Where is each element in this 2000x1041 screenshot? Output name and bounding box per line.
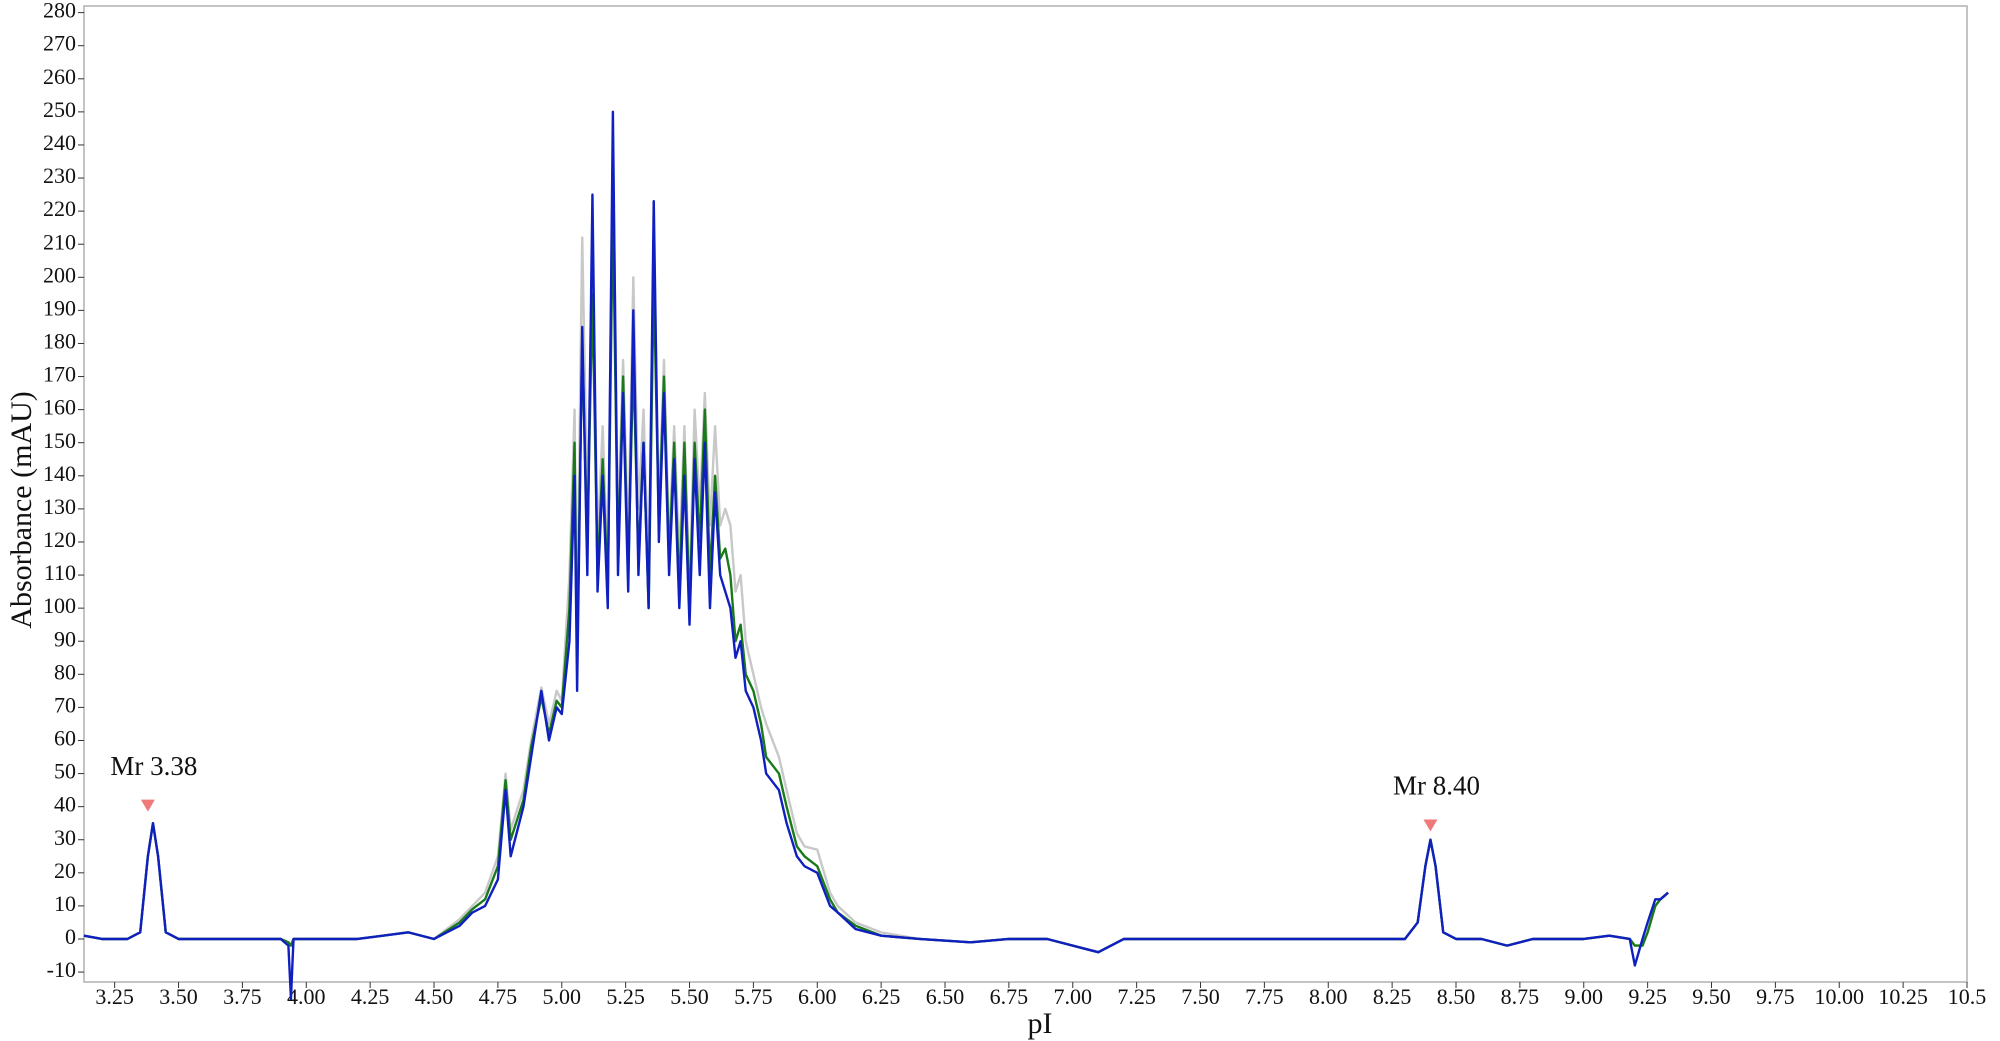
annotation-marker xyxy=(140,799,155,812)
y-tick-label: -10 xyxy=(47,957,76,982)
x-tick-label: 8.50 xyxy=(1437,984,1476,1009)
x-tick-label: 9.50 xyxy=(1692,984,1731,1009)
x-tick-label: 9.75 xyxy=(1756,984,1795,1009)
y-tick-label: 120 xyxy=(43,527,76,552)
y-tick-label: 20 xyxy=(54,858,76,883)
y-tick-label: 250 xyxy=(43,97,76,122)
y-tick-label: 30 xyxy=(54,825,76,850)
y-tick-label: 50 xyxy=(54,759,76,784)
x-tick-label: 7.75 xyxy=(1245,984,1284,1009)
x-tick-label: 6.25 xyxy=(862,984,901,1009)
x-axis-title: pI xyxy=(1028,1007,1053,1040)
x-tick-label: 3.75 xyxy=(223,984,262,1009)
y-tick-label: 110 xyxy=(44,560,76,585)
y-tick-label: 170 xyxy=(43,362,76,387)
y-tick-label: 180 xyxy=(43,329,76,354)
y-tick-label: 70 xyxy=(54,692,76,717)
x-tick-label: 9.25 xyxy=(1628,984,1667,1009)
y-tick-label: 240 xyxy=(43,130,76,155)
y-tick-label: 270 xyxy=(43,31,76,56)
x-tick-label: 7.25 xyxy=(1117,984,1156,1009)
annotation-label: Mr 3.38 xyxy=(110,751,197,781)
x-tick-label: 3.50 xyxy=(159,984,198,1009)
x-tick-label: 10.5 xyxy=(1948,984,1987,1009)
y-tick-label: 260 xyxy=(43,64,76,89)
plot-frame xyxy=(83,5,1968,983)
x-tick-label: 3.25 xyxy=(95,984,134,1009)
y-tick-label: 100 xyxy=(43,593,76,618)
x-tick-label: 4.75 xyxy=(479,984,518,1009)
y-tick-label: 160 xyxy=(43,395,76,420)
y-tick-label: 40 xyxy=(54,792,76,817)
y-tick-label: 150 xyxy=(43,428,76,453)
y-tick-label: 90 xyxy=(54,626,76,651)
x-tick-label: 5.50 xyxy=(670,984,709,1009)
y-tick-label: 10 xyxy=(54,891,76,916)
y-tick-label: 230 xyxy=(43,163,76,188)
y-tick-label: 220 xyxy=(43,196,76,221)
x-tick-label: 5.25 xyxy=(606,984,645,1009)
x-tick-label: 4.25 xyxy=(351,984,390,1009)
y-tick-label: 130 xyxy=(43,494,76,519)
x-tick-label: 10.00 xyxy=(1815,984,1865,1009)
x-tick-label: 9.00 xyxy=(1565,984,1604,1009)
x-tick-label: 8.00 xyxy=(1309,984,1348,1009)
y-tick-label: 140 xyxy=(43,461,76,486)
y-tick-label: 280 xyxy=(43,0,76,23)
y-tick-label: 80 xyxy=(54,659,76,684)
x-tick-label: 4.00 xyxy=(287,984,326,1009)
x-tick-label: 5.75 xyxy=(734,984,773,1009)
x-tick-label: 4.50 xyxy=(415,984,454,1009)
y-tick-label: 200 xyxy=(43,262,76,287)
x-tick-label: 8.25 xyxy=(1373,984,1412,1009)
annotation-label: Mr 8.40 xyxy=(1393,771,1480,801)
y-tick-label: 60 xyxy=(54,726,76,751)
x-tick-label: 10.25 xyxy=(1878,984,1928,1009)
x-tick-label: 7.50 xyxy=(1181,984,1220,1009)
x-tick-label: 8.75 xyxy=(1501,984,1540,1009)
y-tick-label: 210 xyxy=(43,229,76,254)
x-tick-label: 6.75 xyxy=(990,984,1029,1009)
y-axis-title: Absorbance (mAU) xyxy=(5,391,38,628)
y-tick-label: 190 xyxy=(43,295,76,320)
y-tick-label: 0 xyxy=(65,924,76,949)
series-line xyxy=(83,110,1669,1000)
x-tick-label: 7.00 xyxy=(1054,984,1093,1009)
annotation-marker xyxy=(1423,819,1438,832)
x-tick-label: 5.00 xyxy=(543,984,582,1009)
x-tick-label: 6.00 xyxy=(798,984,837,1009)
x-tick-label: 6.50 xyxy=(926,984,965,1009)
